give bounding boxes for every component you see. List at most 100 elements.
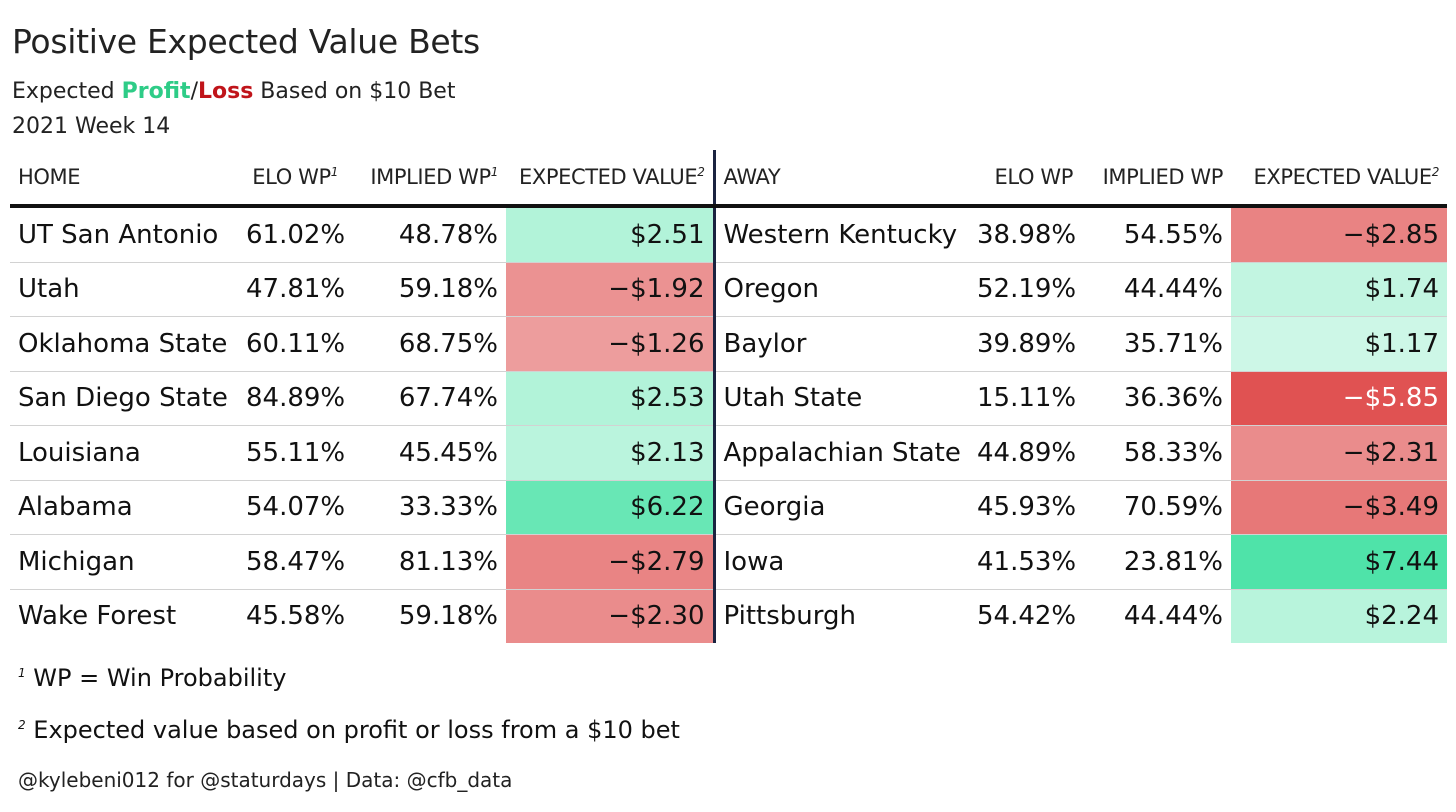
- away-team-cell: Appalachian State: [712, 425, 969, 481]
- away-team-cell: Western Kentucky: [712, 206, 969, 263]
- away-ev-cell: −$2.85: [1231, 206, 1447, 263]
- footnote-1: 1 WP = Win Probability: [18, 664, 286, 692]
- home-ev-cell: $2.51: [506, 206, 714, 263]
- home-team-cell: Utah: [10, 262, 238, 317]
- home-team-cell: Michigan: [10, 534, 238, 590]
- away-implied-cell: 70.59%: [1081, 480, 1231, 535]
- home-team-cell: UT San Antonio: [10, 206, 238, 263]
- table-row: Utah 47.81% 59.18% −$1.92 Oregon 52.19% 44.44%…: [10, 262, 1447, 317]
- table-row: Louisiana 55.11% 45.45% $2.13 Appalachian St…: [10, 425, 1447, 481]
- away-team-cell: Georgia: [712, 480, 969, 535]
- home-implied-cell: 45.45%: [346, 425, 506, 481]
- col-header-home: HOME: [10, 150, 238, 208]
- away-ev-cell: $2.24: [1231, 589, 1447, 643]
- home-elo-cell: 60.11%: [238, 316, 346, 372]
- subtitle-loss: Loss: [197, 79, 254, 104]
- home-implied-cell: 67.74%: [346, 371, 506, 426]
- footnote-2: 2 Expected value based on profit or loss…: [18, 716, 680, 744]
- away-elo-cell: 52.19%: [969, 262, 1081, 317]
- home-elo-cell: 61.02%: [238, 206, 346, 263]
- col-header-away-ev: EXPECTED VALUE2: [1231, 150, 1447, 208]
- table-row: Michigan 58.47% 81.13% −$2.79 Iowa 41.53% 23.8…: [10, 534, 1447, 590]
- away-team-cell: Oregon: [712, 262, 969, 317]
- home-team-cell: Wake Forest: [18, 601, 177, 632]
- footnote-2-mark: 2: [18, 718, 26, 732]
- col-header-away: AWAY: [712, 150, 969, 208]
- home-ev-cell: $2.53: [506, 371, 714, 426]
- col-header-away-elo: ELO WP: [969, 150, 1081, 208]
- away-team-cell: Pittsburgh: [712, 589, 969, 643]
- away-ev-cell: $1.17: [1231, 316, 1447, 372]
- away-elo-cell: 45.93%: [969, 480, 1081, 535]
- away-team-cell: Iowa: [712, 534, 969, 590]
- away-elo-cell: 15.11%: [969, 371, 1081, 426]
- away-ev-cell: −$3.49: [1231, 480, 1447, 535]
- home-elo-cell: 45.58%: [246, 601, 346, 632]
- away-elo-cell: 39.89%: [969, 316, 1081, 372]
- chart-title: Positive Expected Value Bets: [12, 22, 480, 61]
- ev-table: HOME ELO WP1 IMPLIED WP1 EXPECTED VALUE2…: [10, 150, 1447, 643]
- home-ev-cell: $2.13: [506, 425, 714, 481]
- home-elo-cell: 54.07%: [238, 480, 346, 535]
- footnote-mark: 1: [330, 165, 339, 179]
- col-header-home-ev: EXPECTED VALUE2: [506, 150, 714, 208]
- footnote-1-mark: 1: [18, 666, 26, 680]
- chart-subtitle: Expected Profit/Loss Based on $10 Bet: [12, 79, 455, 104]
- home-ev-cell: −$1.92: [506, 262, 714, 317]
- home-implied-cell: 48.78%: [346, 206, 506, 263]
- home-elo-cell: 84.89%: [238, 371, 346, 426]
- home-team-cell: Louisiana: [10, 425, 238, 481]
- footnote-2-text: Expected value based on profit or loss f…: [33, 716, 680, 744]
- home-elo-cell: 47.81%: [238, 262, 346, 317]
- home-team-cell: Alabama: [10, 480, 238, 535]
- home-ev-cell: −$2.79: [506, 534, 714, 590]
- away-implied-cell: 44.44%: [1081, 262, 1231, 317]
- subtitle-suffix: Based on $10 Bet: [253, 79, 456, 104]
- header-row: HOME ELO WP1 IMPLIED WP1 EXPECTED VALUE2…: [10, 150, 1447, 208]
- away-implied-cell: 36.36%: [1081, 371, 1231, 426]
- table-row: Oklahoma State 60.11% 68.75% −$1.26 Baylor 39…: [10, 316, 1447, 372]
- source-credit: @kylebeni012 for @staturdays | Data: @cf…: [18, 768, 513, 792]
- table-row: UT San Antonio 61.02% 48.78% $2.51 Western K…: [10, 206, 1447, 263]
- away-elo-cell: 54.42%: [977, 601, 1077, 632]
- home-team-cell: San Diego State: [10, 371, 238, 426]
- away-ev-cell: −$5.85: [1231, 371, 1447, 426]
- away-elo-cell: 38.98%: [969, 206, 1081, 263]
- home-ev-cell: −$1.26: [506, 316, 714, 372]
- home-implied-cell: 59.18%: [398, 601, 498, 632]
- footnote-mark: 1: [490, 165, 499, 179]
- home-elo-cell: 55.11%: [238, 425, 346, 481]
- table-body: UT San Antonio 61.02% 48.78% $2.51 Western K…: [10, 206, 1447, 643]
- footnote-mark: 2: [1431, 165, 1440, 179]
- home-implied-cell: 33.33%: [346, 480, 506, 535]
- home-ev-cell: −$2.30: [506, 589, 714, 643]
- col-header-home-implied: IMPLIED WP1: [346, 150, 506, 208]
- away-ev-cell: $1.74: [1231, 262, 1447, 317]
- away-implied-cell: 54.55%: [1081, 206, 1231, 263]
- away-elo-cell: 44.89%: [969, 425, 1081, 481]
- table-row: Wake Forest 45.58% 59.18% −$2.30 Pittsburgh 5…: [10, 589, 1447, 643]
- subtitle-separator: /: [190, 79, 198, 104]
- subtitle-prefix: Expected: [12, 79, 122, 104]
- away-ev-cell: $7.44: [1231, 534, 1447, 590]
- home-ev-cell: $6.22: [506, 480, 714, 535]
- table-row: San Diego State 84.89% 67.74% $2.53 Utah Sta…: [10, 371, 1447, 426]
- away-elo-cell: 41.53%: [969, 534, 1081, 590]
- away-ev-cell: −$2.31: [1231, 425, 1447, 481]
- home-implied-cell: 68.75%: [346, 316, 506, 372]
- away-team-cell: Utah State: [712, 371, 969, 426]
- footnote-1-text: WP = Win Probability: [33, 664, 287, 692]
- footnote-mark: 2: [697, 165, 705, 179]
- home-elo-cell: 58.47%: [238, 534, 346, 590]
- subtitle-profit: Profit: [121, 79, 191, 104]
- home-implied-cell: 59.18%: [346, 262, 506, 317]
- away-implied-cell: 58.33%: [1081, 425, 1231, 481]
- home-implied-cell: 81.13%: [346, 534, 506, 590]
- away-team-cell: Baylor: [712, 316, 969, 372]
- col-header-home-elo: ELO WP1: [238, 150, 346, 208]
- col-header-away-implied: IMPLIED WP: [1081, 150, 1231, 208]
- table-row: Alabama 54.07% 33.33% $6.22 Georgia 45.93% 70.…: [10, 480, 1447, 535]
- away-implied-cell: 23.81%: [1081, 534, 1231, 590]
- week-label: 2021 Week 14: [12, 114, 171, 139]
- away-implied-cell: 44.44%: [1123, 601, 1223, 632]
